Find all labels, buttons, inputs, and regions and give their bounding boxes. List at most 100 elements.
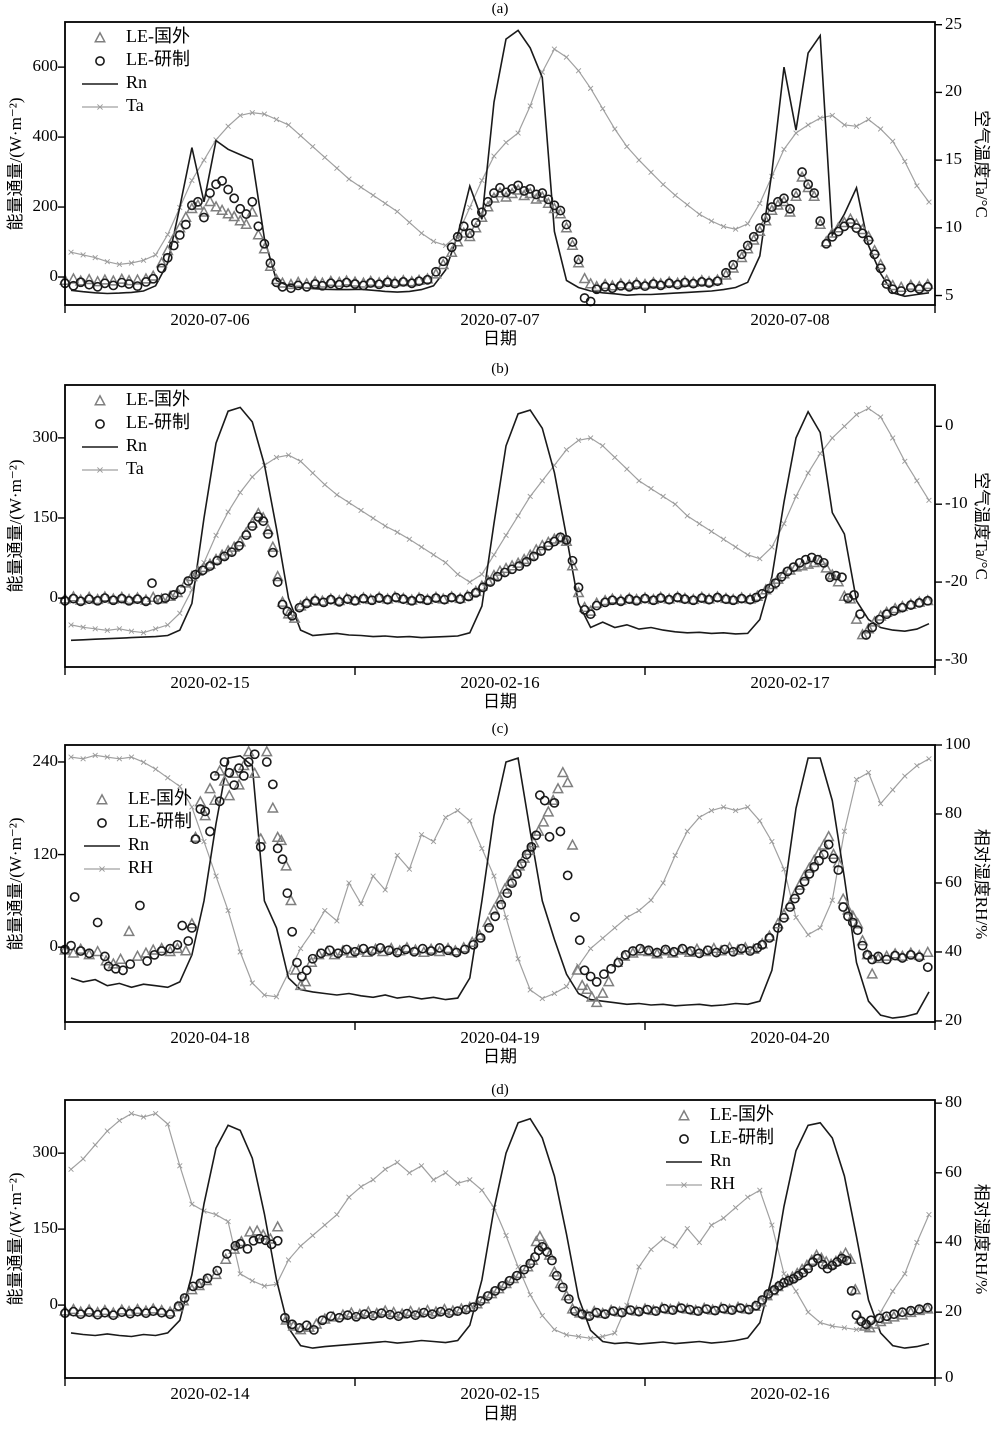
le-foreign-point: [732, 943, 744, 955]
le-developed-point: [443, 945, 453, 956]
x-tick-date: 2020-07-08: [750, 310, 830, 329]
le-foreign-point: [204, 195, 216, 207]
legend-label-rn: Rn: [710, 1150, 732, 1170]
met-marker-icon: [853, 1326, 860, 1333]
met-marker-icon: [467, 818, 473, 824]
met-marker-icon: [430, 552, 437, 558]
le-developed-point: [242, 1243, 253, 1254]
le-developed-point: [897, 953, 908, 963]
le-developed-point: [446, 242, 457, 253]
le-foreign-point: [561, 776, 574, 788]
le-developed-point: [490, 1286, 501, 1296]
met-marker-icon: [152, 1110, 159, 1117]
legend-circle-icon: [95, 56, 105, 66]
le-foreign-point: [285, 894, 297, 906]
met-marker-icon: [394, 852, 401, 859]
le-developed-point: [800, 554, 811, 565]
met-marker-icon: [757, 555, 763, 562]
met-marker-icon: [612, 1330, 618, 1336]
met-marker-icon: [599, 105, 606, 112]
x-axis-label-b: 日期: [483, 692, 517, 711]
le-developed-point: [620, 949, 631, 960]
le-foreign-point: [556, 766, 569, 778]
le-developed-point: [833, 226, 844, 237]
met-marker-icon: [334, 1211, 340, 1218]
le-developed-point: [368, 1310, 379, 1321]
le-developed-point: [282, 888, 293, 899]
met-marker-icon: [213, 532, 219, 539]
le-developed-point: [922, 962, 933, 973]
le-developed-point: [570, 912, 580, 922]
le-developed-point: [757, 1295, 768, 1305]
met-marker-icon: [189, 1201, 195, 1207]
met-marker-icon: [382, 200, 388, 207]
met-marker-icon: [358, 900, 364, 907]
le-developed-point: [375, 943, 386, 953]
le-foreign-point: [155, 256, 168, 268]
le-developed-point: [896, 286, 907, 296]
le-foreign-point: [822, 830, 835, 842]
le-developed-point: [263, 529, 273, 539]
le-developed-point: [205, 826, 215, 837]
met-marker-icon: [418, 1163, 425, 1169]
panel-a-rn-line: [70, 29, 930, 298]
le-foreign-point: [264, 1232, 277, 1244]
le-foreign-point: [720, 591, 732, 604]
met-marker-icon: [648, 897, 654, 903]
le-foreign-point: [727, 593, 740, 605]
le-foreign-point: [820, 235, 833, 247]
met-marker-icon: [781, 866, 787, 872]
le-developed-point: [470, 587, 481, 598]
y-tick-label-left: 0: [49, 936, 59, 956]
y-tick-label-left: 200: [32, 196, 59, 216]
le-foreign-point: [687, 275, 700, 288]
y-tick-label-right: 5: [945, 284, 954, 304]
met-marker-icon: [370, 192, 376, 199]
le-developed-point: [324, 945, 335, 956]
le-foreign-point: [179, 576, 192, 588]
le-developed-point: [696, 277, 707, 287]
legend-circle-icon: [97, 818, 107, 828]
le-developed-point: [475, 932, 486, 943]
le-developed-point: [108, 280, 119, 291]
le-developed-point: [846, 1286, 857, 1296]
le-developed-point: [219, 551, 230, 562]
le-developed-point: [525, 1258, 536, 1269]
le-developed-point: [422, 274, 433, 285]
y-tick-label-left: 0: [49, 266, 59, 285]
le-developed-point: [914, 952, 925, 963]
le-developed-point: [815, 216, 826, 226]
met-marker-icon: [732, 544, 739, 550]
le-foreign-point: [204, 782, 216, 794]
legend-label-rn: Rn: [128, 834, 150, 854]
le-developed-point: [897, 602, 908, 613]
le-foreign-point: [537, 815, 550, 827]
le-foreign-point: [503, 874, 516, 887]
le-developed-point: [525, 183, 536, 194]
le-developed-point: [205, 188, 215, 198]
le-foreign-point: [720, 268, 732, 280]
met-marker-icon: [853, 411, 860, 418]
x-tick-date: 2020-02-16: [750, 1384, 830, 1403]
met-marker-icon: [757, 200, 763, 207]
met-marker-icon: [829, 897, 836, 903]
le-developed-point: [573, 582, 584, 593]
le-developed-point: [261, 757, 272, 767]
le-developed-point: [779, 1277, 789, 1288]
le-developed-point: [863, 235, 874, 246]
le-developed-point: [837, 1253, 847, 1264]
le-developed-point: [301, 598, 312, 609]
met-marker-icon: [769, 1222, 775, 1228]
le-foreign-point: [866, 967, 879, 979]
met-marker-icon: [370, 1177, 376, 1183]
le-developed-point: [267, 547, 278, 558]
met-marker-icon: [442, 814, 449, 821]
met-marker-icon: [104, 627, 111, 634]
met-marker-icon: [636, 157, 642, 163]
y-tick-label-right: -10: [945, 493, 968, 513]
le-developed-point: [84, 948, 95, 959]
met-marker-icon: [297, 458, 304, 465]
le-developed-point: [773, 922, 783, 933]
le-foreign-point: [630, 276, 643, 288]
met-marker-icon: [334, 918, 340, 924]
